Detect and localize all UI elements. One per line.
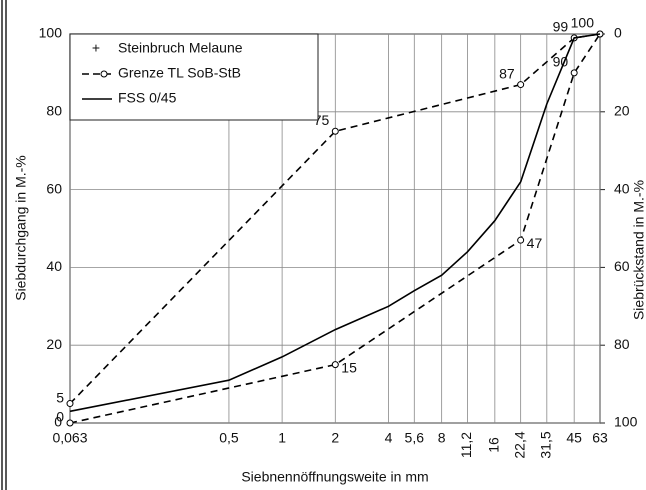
legend-label: Steinbruch Melaune [118, 40, 243, 56]
x-tick-label: 22,4 [511, 431, 527, 458]
x-tick-label: 31,5 [538, 431, 554, 458]
y2-tick-label: 20 [614, 103, 630, 119]
x-tick-label: 16 [486, 437, 502, 453]
legend-label: FSS 0/45 [118, 90, 177, 106]
y2-axis-title: Siebrückstand in M.-% [631, 180, 646, 320]
y2-tick-label: 100 [614, 414, 638, 430]
data-point [331, 127, 339, 135]
data-point [570, 69, 578, 77]
x-tick-label: 5,6 [405, 430, 425, 446]
data-point [517, 236, 525, 244]
x-tick-label: 63 [592, 430, 608, 446]
x-tick-label: 11,2 [458, 432, 474, 458]
x-tick-label: 1 [278, 430, 286, 446]
y-tick-label: 0 [54, 414, 62, 430]
legend-box [69, 33, 319, 121]
data-label: 99 [553, 19, 569, 35]
data-point [331, 361, 339, 369]
data-point [66, 400, 74, 408]
data-point [66, 419, 74, 427]
y2-tick-label: 40 [614, 180, 630, 196]
series-line [69, 33, 601, 413]
x-tick-label: 4 [385, 430, 393, 446]
data-label: 87 [499, 65, 515, 81]
data-label: 90 [553, 54, 569, 70]
data-label: 47 [527, 235, 543, 251]
y2-tick-label: 60 [614, 258, 630, 274]
y2-tick-label: 80 [614, 336, 630, 352]
x-tick-label: 45 [566, 430, 582, 446]
x-tick-label: 8 [438, 430, 446, 446]
y-tick-label: 80 [46, 103, 62, 119]
x-axis-title: Siebnennöffnungsweite in mm [241, 469, 428, 485]
x-tick-label: 0,5 [219, 430, 239, 446]
y-tick-label: 20 [46, 336, 62, 352]
y-tick-label: 60 [46, 180, 62, 196]
data-label: 5 [56, 389, 64, 405]
x-tick-label: 2 [331, 430, 339, 446]
y-axis-title: Siebdurchgang in M.-% [13, 155, 29, 301]
legend-label: Grenze TL SoB-StB [118, 65, 241, 81]
legend-marker: + [92, 40, 100, 56]
legend-marker [100, 70, 108, 78]
y2-tick-label: 0 [614, 25, 622, 41]
y-tick-label: 100 [39, 25, 63, 41]
x-tick-label: 0,063 [52, 430, 87, 446]
data-label: 100 [571, 15, 595, 31]
data-point [517, 81, 525, 89]
data-label: 0 [56, 409, 64, 425]
data-label: 15 [341, 359, 357, 375]
y-tick-label: 40 [46, 258, 62, 274]
